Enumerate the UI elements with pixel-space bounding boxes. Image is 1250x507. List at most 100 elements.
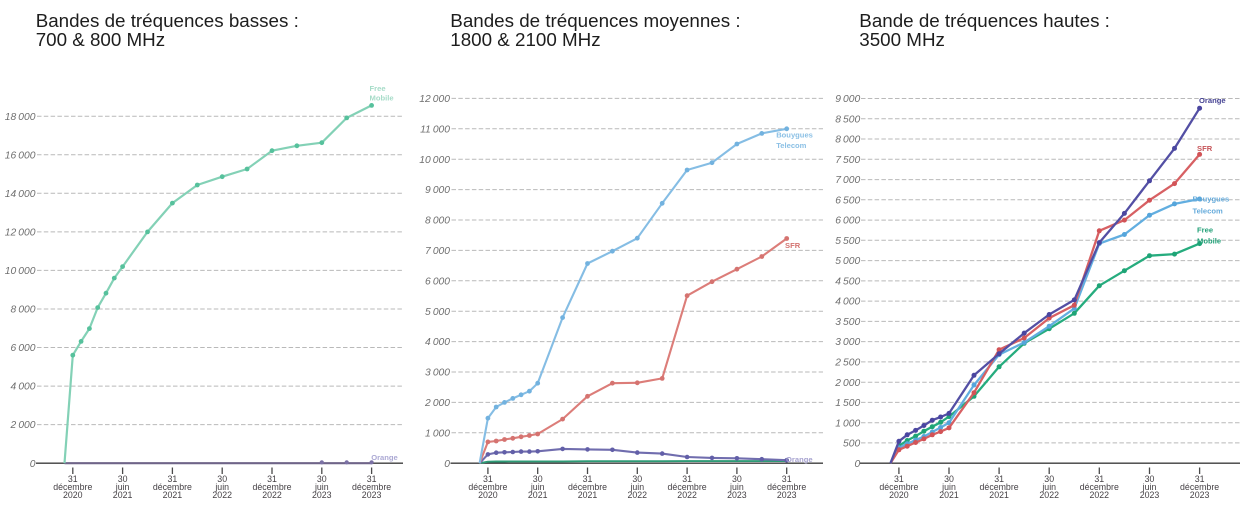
- svg-text:30: 30: [533, 474, 543, 484]
- svg-text:31: 31: [782, 474, 792, 484]
- svg-text:décembre: décembre: [153, 482, 192, 492]
- svg-text:30: 30: [317, 474, 327, 484]
- svg-text:500: 500: [843, 439, 860, 450]
- svg-text:6 000: 6 000: [11, 343, 36, 354]
- svg-text:10 000: 10 000: [419, 155, 450, 166]
- svg-text:2 000: 2 000: [10, 420, 36, 431]
- svg-text:2023: 2023: [727, 490, 747, 500]
- svg-text:2022: 2022: [1039, 490, 1059, 500]
- svg-text:2021: 2021: [163, 490, 183, 500]
- svg-text:8 500: 8 500: [835, 114, 860, 125]
- svg-text:30: 30: [944, 474, 954, 484]
- svg-text:2021: 2021: [989, 490, 1009, 500]
- svg-text:31: 31: [682, 474, 692, 484]
- svg-text:4 000: 4 000: [835, 297, 860, 308]
- svg-text:2022: 2022: [212, 490, 232, 500]
- svg-text:décembre: décembre: [879, 482, 918, 492]
- svg-text:juin: juin: [629, 482, 644, 492]
- svg-text:Free: Free: [370, 84, 386, 93]
- svg-text:décembre: décembre: [767, 482, 806, 492]
- svg-text:2020: 2020: [889, 490, 909, 500]
- svg-text:juin: juin: [530, 482, 545, 492]
- svg-text:Mobile: Mobile: [1197, 237, 1221, 246]
- svg-text:Orange: Orange: [371, 453, 398, 462]
- svg-text:2020: 2020: [63, 490, 83, 500]
- svg-text:2023: 2023: [1140, 490, 1160, 500]
- svg-text:1 000: 1 000: [835, 418, 860, 429]
- svg-text:30: 30: [732, 474, 742, 484]
- svg-text:30: 30: [118, 474, 128, 484]
- svg-text:8 000: 8 000: [835, 135, 860, 146]
- svg-text:0: 0: [30, 459, 36, 470]
- svg-text:Bouygues: Bouygues: [1193, 195, 1230, 204]
- svg-text:2021: 2021: [939, 490, 959, 500]
- svg-text:juin: juin: [1041, 482, 1056, 492]
- svg-text:31: 31: [267, 474, 277, 484]
- svg-text:1 000: 1 000: [425, 428, 450, 439]
- svg-text:2020: 2020: [478, 490, 498, 500]
- svg-text:2023: 2023: [777, 490, 797, 500]
- svg-text:Telecom: Telecom: [1193, 206, 1223, 215]
- svg-text:3 000: 3 000: [835, 337, 860, 348]
- svg-text:31: 31: [583, 474, 593, 484]
- svg-text:4 500: 4 500: [835, 277, 860, 288]
- svg-text:12 000: 12 000: [419, 94, 450, 105]
- svg-text:7 000: 7 000: [835, 175, 860, 186]
- svg-text:0: 0: [854, 459, 860, 470]
- svg-text:2023: 2023: [1190, 490, 1210, 500]
- svg-text:30: 30: [632, 474, 642, 484]
- svg-text:1 500: 1 500: [835, 398, 860, 409]
- svg-text:Telecom: Telecom: [776, 141, 806, 150]
- svg-text:30: 30: [1044, 474, 1054, 484]
- svg-text:SFR: SFR: [785, 241, 801, 250]
- svg-text:2022: 2022: [628, 490, 648, 500]
- svg-text:8 000: 8 000: [425, 216, 450, 227]
- svg-text:4 000: 4 000: [11, 382, 36, 393]
- svg-text:31: 31: [994, 474, 1004, 484]
- svg-text:11 000: 11 000: [420, 124, 450, 135]
- svg-text:31: 31: [894, 474, 904, 484]
- svg-text:30: 30: [1145, 474, 1155, 484]
- svg-text:16 000: 16 000: [5, 150, 36, 161]
- svg-text:10 000: 10 000: [5, 266, 36, 277]
- svg-text:2 500: 2 500: [834, 358, 860, 369]
- svg-text:2022: 2022: [677, 490, 697, 500]
- svg-text:31: 31: [367, 474, 377, 484]
- svg-text:2021: 2021: [528, 490, 548, 500]
- svg-text:Free: Free: [1197, 226, 1213, 235]
- svg-text:Orange: Orange: [786, 455, 813, 464]
- svg-text:décembre: décembre: [668, 482, 707, 492]
- svg-text:8 000: 8 000: [11, 305, 36, 316]
- svg-text:2023: 2023: [362, 490, 382, 500]
- svg-text:18 000: 18 000: [5, 112, 36, 123]
- svg-text:31: 31: [1195, 474, 1205, 484]
- svg-text:31: 31: [168, 474, 178, 484]
- svg-text:juin: juin: [1142, 482, 1157, 492]
- svg-text:juin: juin: [214, 482, 229, 492]
- svg-text:Mobile: Mobile: [370, 94, 394, 103]
- svg-text:9 000: 9 000: [835, 94, 860, 105]
- svg-text:6 500: 6 500: [835, 195, 860, 206]
- svg-text:3 000: 3 000: [425, 368, 450, 379]
- svg-text:juin: juin: [314, 482, 329, 492]
- svg-text:décembre: décembre: [252, 482, 291, 492]
- svg-text:décembre: décembre: [1180, 482, 1219, 492]
- svg-text:2023: 2023: [312, 490, 332, 500]
- svg-text:juin: juin: [941, 482, 956, 492]
- svg-text:5 000: 5 000: [425, 307, 450, 318]
- svg-text:2022: 2022: [1090, 490, 1110, 500]
- svg-text:3 500: 3 500: [835, 317, 860, 328]
- svg-text:7 500: 7 500: [835, 155, 860, 166]
- svg-text:31: 31: [483, 474, 493, 484]
- svg-text:7 000: 7 000: [425, 246, 450, 257]
- svg-text:9 000: 9 000: [425, 185, 450, 196]
- svg-text:6 000: 6 000: [425, 276, 450, 287]
- svg-text:juin: juin: [115, 482, 130, 492]
- svg-text:14 000: 14 000: [5, 189, 36, 200]
- svg-text:30: 30: [217, 474, 227, 484]
- svg-text:SFR: SFR: [1197, 144, 1213, 153]
- svg-text:2 000: 2 000: [424, 398, 450, 409]
- svg-text:31: 31: [1094, 474, 1104, 484]
- svg-text:2022: 2022: [262, 490, 282, 500]
- svg-text:Bouygues: Bouygues: [776, 131, 813, 140]
